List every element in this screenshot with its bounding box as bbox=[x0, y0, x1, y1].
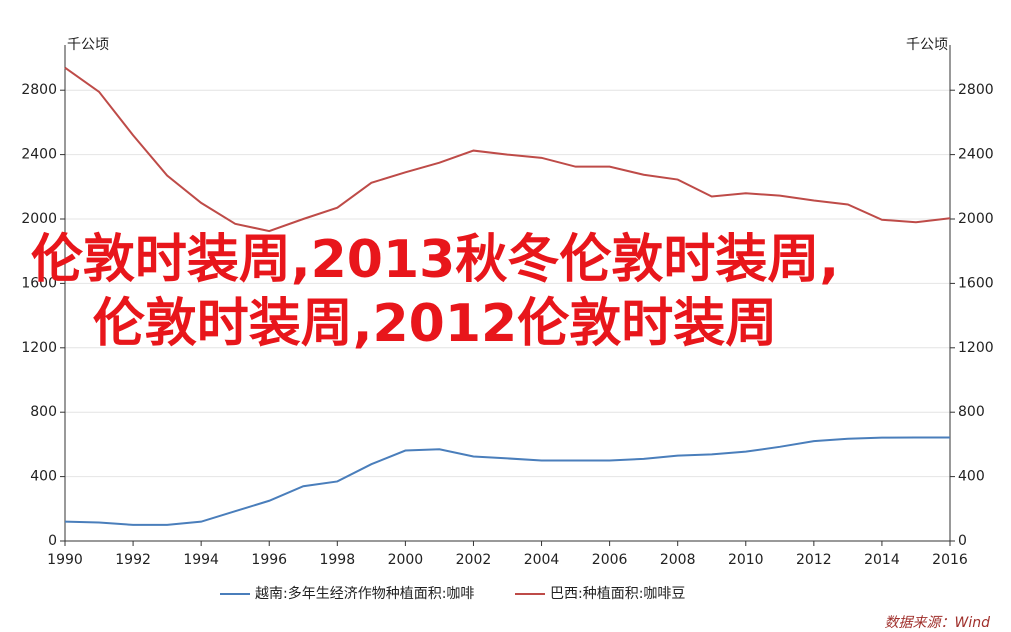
y-unit: 千公顷 bbox=[67, 37, 109, 53]
y2-tick-label: 2800 bbox=[958, 82, 994, 98]
y-tick-label: 2000 bbox=[21, 211, 57, 227]
y2-tick-label: 2000 bbox=[958, 211, 994, 227]
x-tick-label: 2000 bbox=[388, 552, 424, 568]
y2-tick-label: 1600 bbox=[958, 275, 994, 291]
x-tick-label: 1992 bbox=[115, 552, 151, 568]
y-tick-label: 2400 bbox=[21, 147, 57, 163]
y-tick-label: 800 bbox=[30, 404, 57, 420]
x-tick-label: 2004 bbox=[524, 552, 560, 568]
x-tick-label: 2012 bbox=[796, 552, 832, 568]
y-tick-label: 400 bbox=[30, 469, 57, 485]
y2-unit: 千公顷 bbox=[906, 37, 948, 53]
x-tick-label: 2016 bbox=[932, 552, 968, 568]
series-line bbox=[64, 436, 950, 526]
x-tick-label: 1996 bbox=[251, 552, 287, 568]
y2-tick-label: 800 bbox=[958, 404, 985, 420]
x-tick-label: 2014 bbox=[864, 552, 900, 568]
x-tick-label: 1990 bbox=[47, 552, 83, 568]
x-tick-label: 1994 bbox=[183, 552, 219, 568]
source: 数据来源：Wind bbox=[885, 615, 991, 631]
y2-tick-label: 2400 bbox=[958, 147, 994, 163]
y-tick-label: 2800 bbox=[21, 82, 57, 98]
overlay-text: 伦敦时装周,2013秋冬伦敦时装周,伦敦时装周,2012伦敦时装周 bbox=[30, 230, 840, 354]
legend-label: 越南:多年生经济作物种植面积:咖啡 bbox=[255, 585, 474, 602]
x-tick-label: 2006 bbox=[592, 552, 628, 568]
legend-label: 巴西:种植面积:咖啡豆 bbox=[550, 586, 685, 602]
y2-tick-label: 0 bbox=[958, 533, 967, 549]
x-tick-label: 2008 bbox=[660, 552, 696, 568]
y-tick-label: 1200 bbox=[21, 340, 57, 356]
series-line bbox=[64, 66, 951, 233]
x-tick-label: 2010 bbox=[728, 552, 764, 568]
y2-tick-label: 400 bbox=[958, 469, 985, 485]
y2-tick-label: 1200 bbox=[958, 340, 994, 356]
x-tick-label: 2002 bbox=[456, 552, 492, 568]
x-tick-label: 1998 bbox=[319, 552, 355, 568]
y-tick-label: 0 bbox=[48, 533, 57, 549]
y-tick-label: 1600 bbox=[21, 275, 57, 291]
